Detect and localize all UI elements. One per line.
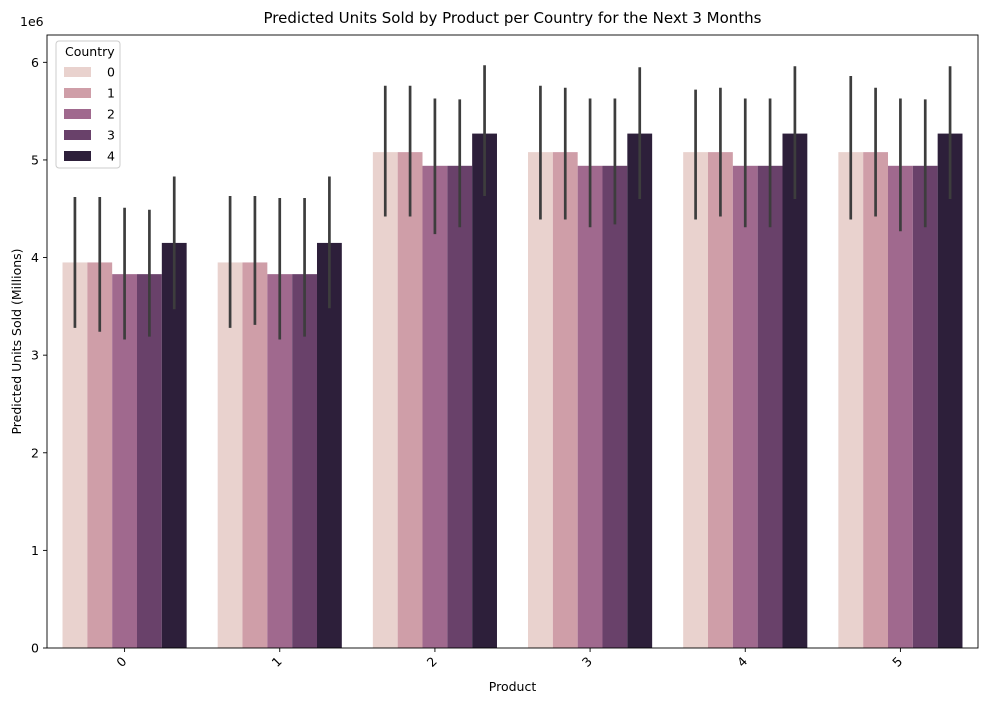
bar-product-5-country-3 <box>912 165 938 648</box>
bar-product-4-country-3 <box>757 165 783 648</box>
legend-label-country-4: 4 <box>107 149 115 164</box>
error-bars-group <box>73 65 952 340</box>
legend-title: Country <box>65 44 115 59</box>
bar-product-4-country-1 <box>708 152 733 648</box>
legend-label-country-3: 3 <box>107 128 115 143</box>
y-tick-label: 1 <box>31 543 39 558</box>
x-axis-ticks: 0 1 2 3 4 5 <box>113 648 905 670</box>
legend-swatch-country-3 <box>64 130 91 140</box>
x-tick-label: 4 <box>734 654 750 670</box>
bar-product-4-country-2 <box>732 165 758 648</box>
y-axis-label: Predicted Units Sold (Millions) <box>9 248 24 434</box>
x-tick-label: 0 <box>113 654 129 670</box>
bar-product-5-country-2 <box>888 165 913 648</box>
legend-swatch-country-4 <box>64 151 91 161</box>
y-axis-ticks: 0 1 2 3 4 5 6 <box>31 55 47 656</box>
bar-product-3-country-0 <box>528 152 553 648</box>
legend-swatch-country-0 <box>64 67 91 77</box>
bar-product-2-country-4 <box>472 133 497 648</box>
x-tick-label: 2 <box>424 654 440 670</box>
y-tick-label: 6 <box>31 55 39 70</box>
bar-product-5-country-4 <box>937 133 963 648</box>
bar-product-2-country-1 <box>397 152 423 648</box>
bar-product-5-country-0 <box>838 152 864 648</box>
bar-product-3-country-2 <box>577 165 603 648</box>
y-tick-label: 0 <box>31 641 39 656</box>
bar-product-2-country-3 <box>447 165 473 648</box>
legend-swatch-country-1 <box>64 88 91 98</box>
legend: Country 0 1 2 3 4 <box>55 40 121 169</box>
bar-product-5-country-1 <box>863 152 889 648</box>
y-tick-label: 4 <box>31 250 39 265</box>
chart-title: Predicted Units Sold by Product per Coun… <box>263 9 761 27</box>
x-tick-label: 3 <box>579 654 595 670</box>
bar-product-2-country-2 <box>422 165 448 648</box>
legend-label-country-2: 2 <box>107 107 115 122</box>
bar-product-1-country-1 <box>242 262 268 648</box>
bars-group <box>62 133 963 648</box>
bar-product-2-country-0 <box>372 152 398 648</box>
y-tick-label: 5 <box>31 152 39 167</box>
legend-label-country-0: 0 <box>107 65 115 80</box>
bar-product-3-country-4 <box>627 133 653 648</box>
bar-product-0-country-4 <box>161 242 187 648</box>
plot-frame <box>46 34 979 649</box>
y-tick-label: 2 <box>31 445 39 460</box>
legend-swatch-country-2 <box>64 109 91 119</box>
bar-product-4-country-0 <box>683 152 709 648</box>
bar-product-3-country-3 <box>602 165 628 648</box>
x-tick-label: 1 <box>268 654 284 670</box>
y-tick-label: 3 <box>31 348 39 363</box>
x-tick-label: 5 <box>889 654 905 670</box>
y-offset-label: 1e6 <box>20 14 44 29</box>
legend-label-country-1: 1 <box>107 86 115 101</box>
bar-product-4-country-4 <box>782 133 808 648</box>
bar-product-3-country-1 <box>552 152 578 648</box>
x-axis-label: Product <box>489 679 537 694</box>
bar-product-1-country-4 <box>316 242 342 648</box>
